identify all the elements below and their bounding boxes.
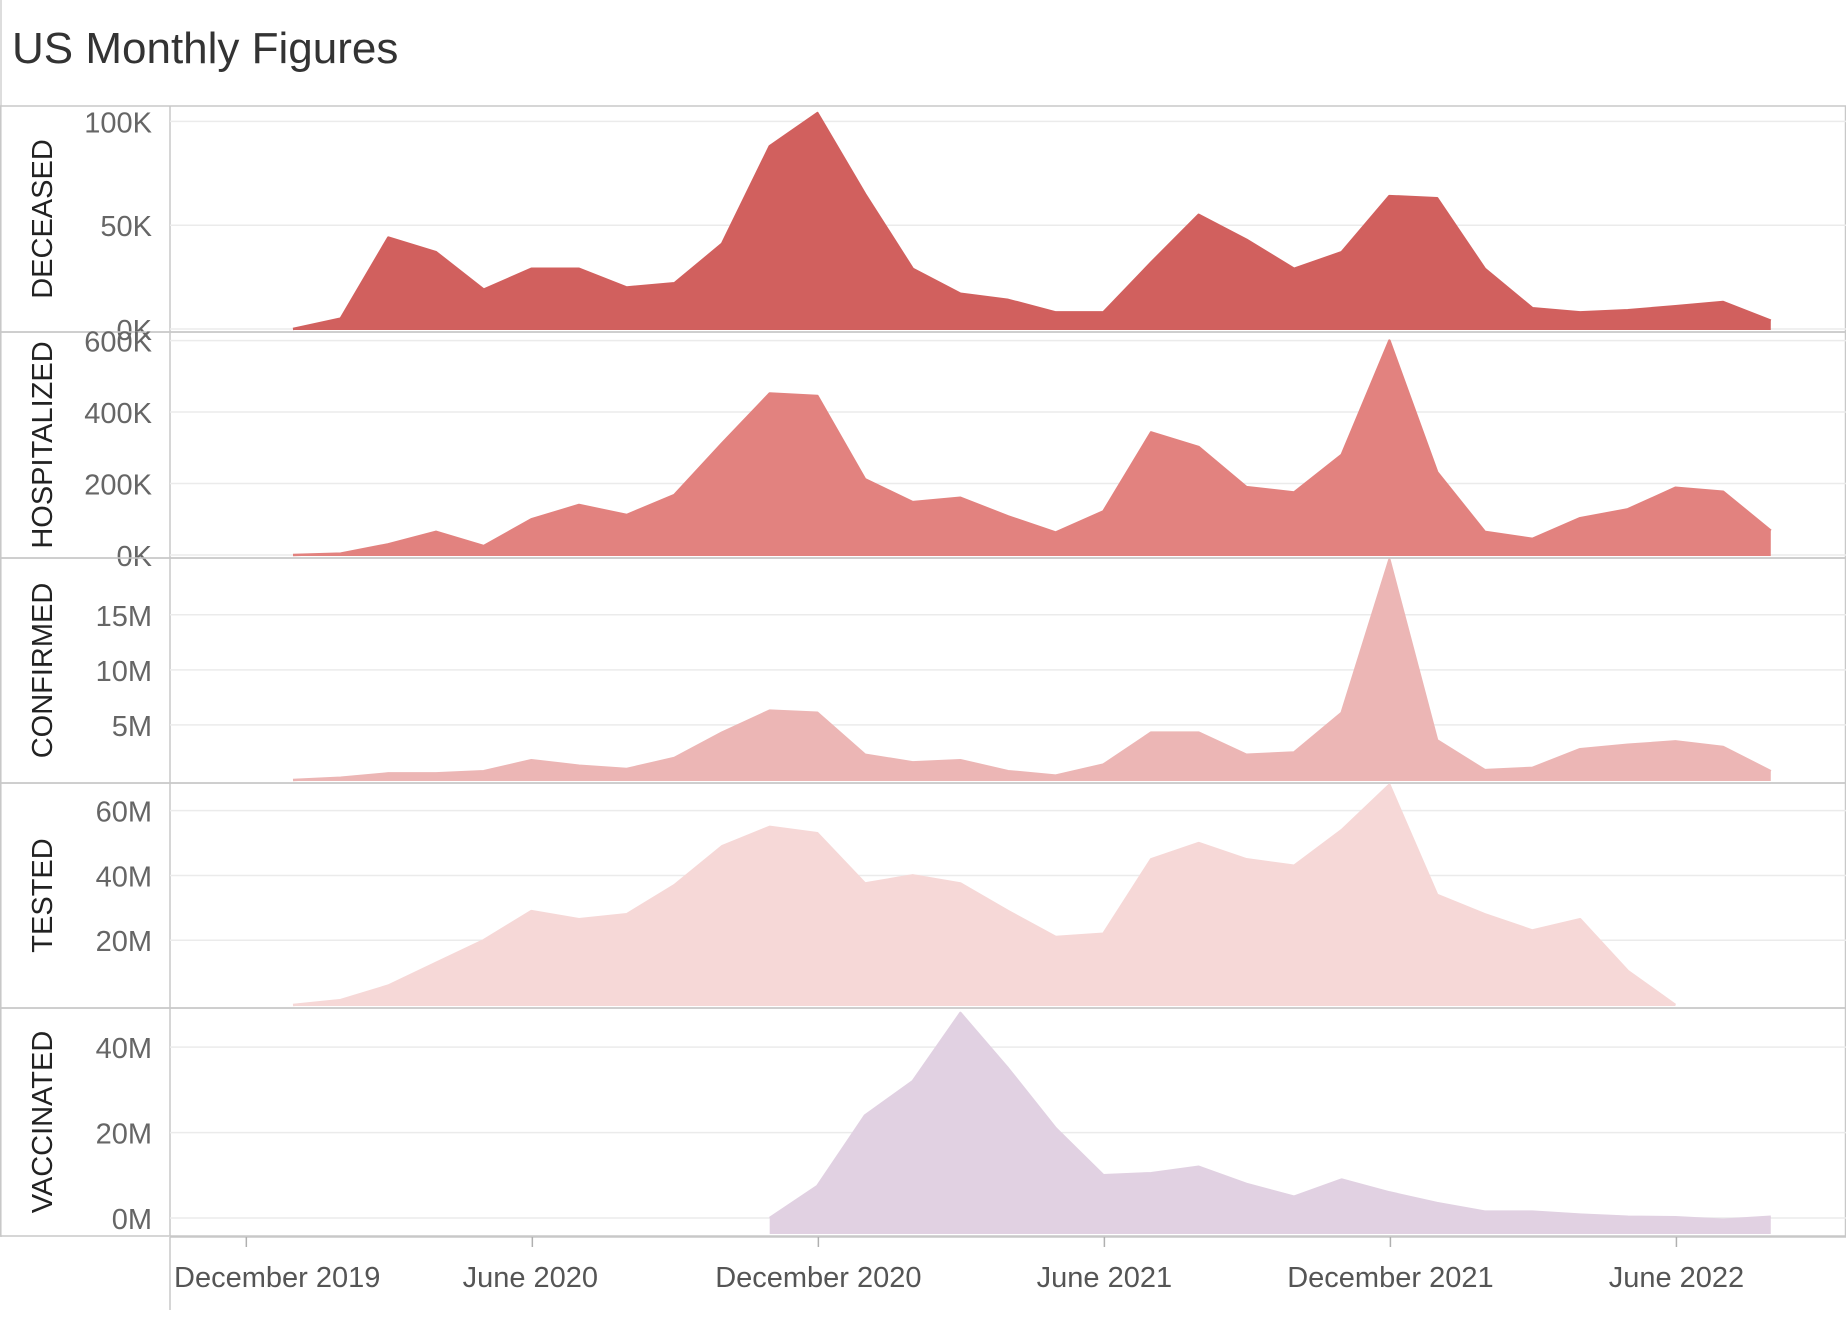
y-tick-label: 20M	[96, 926, 152, 958]
y-tick-label: 40M	[96, 1033, 152, 1065]
y-tick-label: 15M	[96, 601, 152, 633]
chart-panels: 0K 50K 100K DECEASED 0K 200K 400K 600K HOSPITALI…	[0, 0, 1846, 1237]
y-tick-label: 50K	[100, 211, 152, 243]
y-tick-label: 10M	[96, 656, 152, 688]
panel-confirmed: 5M 10M 15M CONFIRMED	[0, 557, 1846, 784]
line-hospitalized	[292, 339, 1772, 557]
x-tick-label: June 2022	[1609, 1262, 1744, 1294]
y-tick-label: 20M	[96, 1119, 152, 1151]
y-tick-label: 600K	[84, 327, 152, 359]
y-tick-label: 200K	[84, 470, 152, 502]
panel-tested: 20M 40M 60M TESTED	[0, 782, 1846, 1009]
y-tick-label: 400K	[84, 398, 152, 430]
x-tick-label: December 2021	[1287, 1262, 1493, 1294]
area-vaccinated	[769, 1013, 1771, 1234]
area-tested	[293, 784, 1676, 1006]
panel-hospitalized: 0K 200K 400K 600K HOSPITALIZED	[0, 327, 1846, 573]
area-hospitalized	[293, 340, 1771, 556]
x-tick-label: June 2021	[1037, 1262, 1172, 1294]
line-confirmed	[292, 558, 1772, 782]
chart-title: US Monthly Figures	[12, 24, 398, 73]
y-tick-label: 5M	[112, 711, 152, 743]
panel-label: CONFIRMED	[27, 583, 59, 759]
x-axis: December 2019 June 2020 December 2020 June …	[169, 1236, 1846, 1310]
line-tested	[292, 783, 1677, 1007]
y-tick-label: 0K	[117, 541, 153, 573]
x-tick-label: June 2020	[463, 1262, 598, 1294]
area-deceased	[293, 113, 1771, 330]
y-tick-label: 0K	[117, 315, 153, 347]
x-tick-label: December 2020	[715, 1262, 921, 1294]
panel-label: DECEASED	[27, 139, 59, 299]
y-tick-label: 100K	[84, 107, 152, 139]
x-tick-label: December 2019	[174, 1262, 380, 1294]
panel-label: VACCINATED	[27, 1031, 59, 1214]
line-vaccinated	[769, 1011, 1771, 1222]
area-confirmed	[293, 559, 1771, 781]
panel-label: TESTED	[27, 838, 59, 952]
y-tick-label: 40M	[96, 861, 152, 893]
panel-vaccinated: 0M 20M 40M VACCINATED	[0, 1007, 1846, 1237]
line-deceased	[292, 111, 1772, 331]
y-tick-label: 0M	[112, 1204, 152, 1236]
panel-label: HOSPITALIZED	[27, 341, 59, 548]
y-tick-label: 60M	[96, 797, 152, 829]
panel-deceased: 0K 50K 100K DECEASED	[0, 105, 1846, 347]
